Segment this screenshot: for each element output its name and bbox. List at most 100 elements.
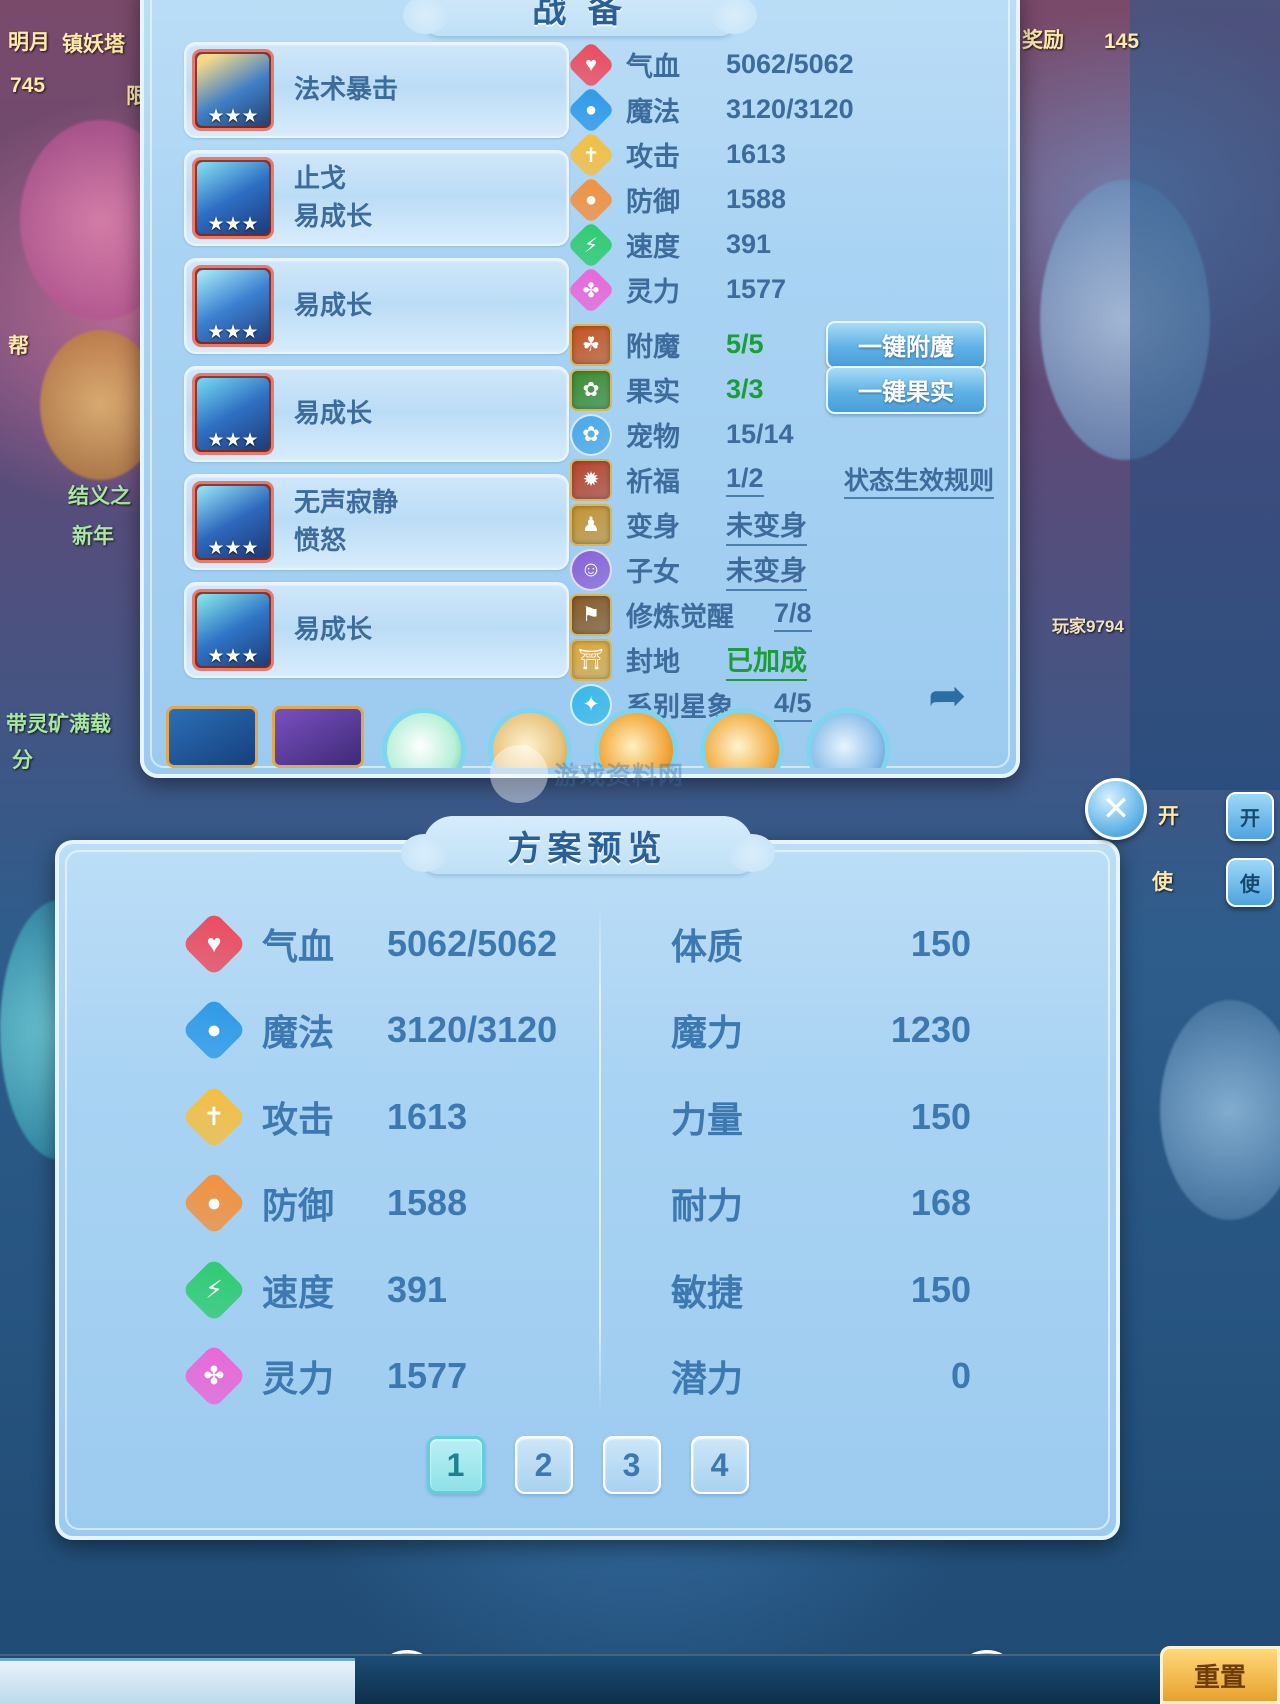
pet-portrait[interactable] xyxy=(696,706,788,768)
skill-card[interactable]: ★★★ 易成长 xyxy=(184,366,569,462)
page-button[interactable]: 1 xyxy=(426,1436,485,1494)
plan-stat-row: ● 防御 1588 xyxy=(181,1170,599,1236)
pet-icon[interactable]: ✿ xyxy=(570,413,612,456)
star-rating: ★★★ xyxy=(207,538,259,559)
attribute-row: ✿ 果实 3/3 一键果实 xyxy=(570,365,1016,414)
attribute-value[interactable]: 未变身 xyxy=(726,549,807,591)
attribute-value[interactable]: 已加成 xyxy=(726,639,807,681)
plan-right-stats: 体质 150 魔力 1230 力量 150 耐力 168 敏捷 150 潜力 0 xyxy=(601,894,1082,1426)
war-dialog-title-banner: 战 备 xyxy=(403,0,757,36)
one-key-button[interactable]: 一键果实 xyxy=(826,365,986,414)
star-rating: ★★★ xyxy=(207,106,259,127)
plan-stat-name: 敏捷 xyxy=(671,1271,744,1313)
plan-stat-row: 魔力 1230 xyxy=(671,1002,1082,1058)
plan-dialog-title: 方案预览 xyxy=(507,829,668,868)
skill-icon: ★★★ xyxy=(192,49,274,131)
attribute-name: 气血 xyxy=(626,52,680,82)
page-button[interactable]: 4 xyxy=(690,1436,749,1494)
plan-stat-row: 耐力 168 xyxy=(671,1175,1082,1231)
pet-portrait[interactable] xyxy=(590,706,682,768)
plan-stat-row: 潜力 0 xyxy=(671,1348,1082,1404)
skill-labels: 止戈 易成长 xyxy=(294,160,372,235)
skill-subtitle: 愤怒 xyxy=(294,525,347,555)
hud-label: 开 xyxy=(1158,805,1179,828)
attribute-value: 391 xyxy=(726,229,772,259)
skill-artwork xyxy=(197,486,269,558)
one-key-button[interactable]: 一键附魔 xyxy=(826,320,986,369)
skill-card[interactable]: ★★★ 法术暴击 xyxy=(184,42,569,138)
hud-label: 145 xyxy=(1104,30,1140,53)
fruit-icon[interactable]: ✿ xyxy=(570,368,612,411)
skill-labels: 易成长 xyxy=(294,611,372,649)
plan-preview-dialog: 方案预览 ♥ 气血 5062/5062 ● 魔法 3120/3120 ✝ 攻击 1613 ● 防御 1… xyxy=(55,816,1120,1540)
reset-button[interactable]: 重置 xyxy=(1160,1646,1280,1704)
attribute-value: 1613 xyxy=(726,139,787,169)
plan-dialog-body: ♥ 气血 5062/5062 ● 魔法 3120/3120 ✝ 攻击 1613 ● 防御 1588 ⚡ 速… xyxy=(93,894,1082,1426)
skill-card[interactable]: ★★★ 易成长 xyxy=(184,258,569,354)
hud-label: 奖励 xyxy=(1022,29,1064,52)
pet-portrait[interactable] xyxy=(802,706,894,768)
plan-stat-row: 敏捷 150 xyxy=(671,1262,1082,1318)
plan-stat-name: 魔法 xyxy=(262,1012,335,1054)
skill-name: 止戈 xyxy=(294,163,347,194)
attribute-value: 3120/3120 xyxy=(726,94,854,124)
cultivate-icon[interactable]: ⚑ xyxy=(570,593,612,636)
fief-icon[interactable]: ⛩ xyxy=(570,638,612,681)
pet-portrait[interactable] xyxy=(378,706,470,768)
attribute-value[interactable]: 未变身 xyxy=(726,504,807,546)
skill-labels: 无声寂静 愤怒 xyxy=(294,484,398,559)
attribute-name: 修炼觉醒 xyxy=(626,602,734,632)
astrology-icon[interactable]: ✦ xyxy=(570,683,612,726)
skill-card[interactable]: ★★★ 止戈 易成长 xyxy=(184,150,569,246)
close-button[interactable]: ✕ xyxy=(1085,778,1147,840)
share-icon[interactable]: ➦ xyxy=(928,669,967,721)
attribute-row: ✿ 宠物 15/14 xyxy=(570,412,1016,457)
skill-card[interactable]: ★★★ 无声寂静 愤怒 xyxy=(184,474,569,570)
equipment-slot[interactable] xyxy=(166,706,258,768)
star-rating: ★★★ xyxy=(207,322,259,343)
enchant-icon[interactable]: ☘ xyxy=(570,323,612,366)
speed-icon: ⚡ xyxy=(566,220,616,269)
skill-card[interactable]: ★★★ 易成长 xyxy=(184,582,569,678)
page-button[interactable]: 2 xyxy=(514,1436,573,1494)
plan-stat-name: 攻击 xyxy=(262,1098,335,1140)
skill-artwork xyxy=(197,594,269,666)
attribute-value[interactable]: 4/5 xyxy=(774,688,812,722)
skill-artwork xyxy=(197,162,269,234)
attribute-name: 防御 xyxy=(626,187,680,217)
spirit-icon: ✤ xyxy=(566,265,616,314)
attribute-value: 1588 xyxy=(726,184,787,214)
attribute-value[interactable]: 1/2 xyxy=(726,463,764,497)
hud-open-button[interactable]: 开 xyxy=(1226,792,1274,841)
attribute-name: 祈福 xyxy=(626,467,680,497)
equipment-slot[interactable] xyxy=(272,706,364,768)
attack-icon: ✝ xyxy=(566,130,616,179)
attribute-value[interactable]: 7/8 xyxy=(774,598,812,632)
attribute-name: 子女 xyxy=(626,557,680,587)
status-rules-link[interactable]: 状态生效规则 xyxy=(843,461,994,499)
attack-icon: ✝ xyxy=(181,1084,247,1150)
plan-stat-row: ♥ 气血 5062/5062 xyxy=(181,911,599,977)
hud-label: 明月 xyxy=(8,31,50,54)
blessing-icon[interactable]: ✹ xyxy=(570,458,612,501)
star-rating: ★★★ xyxy=(207,646,259,667)
skill-icon: ★★★ xyxy=(192,157,274,239)
skill-icon: ★★★ xyxy=(192,373,274,455)
page-button[interactable]: 3 xyxy=(602,1436,661,1494)
skill-artwork xyxy=(197,270,269,342)
hud-use-button[interactable]: 使 xyxy=(1226,858,1274,907)
attribute-value: 5062/5062 xyxy=(726,49,854,79)
plan-stat-name: 力量 xyxy=(671,1098,744,1140)
child-icon[interactable]: ☺ xyxy=(570,548,612,591)
plan-stat-value: 168 xyxy=(910,1182,971,1224)
shield-icon: ● xyxy=(181,1170,247,1236)
plan-stat-name: 魔力 xyxy=(671,1012,744,1054)
hud-label: 分 xyxy=(12,749,33,772)
attribute-row: ☘ 附魔 5/5 一键附魔 xyxy=(570,320,1016,369)
transform-icon[interactable]: ♟ xyxy=(570,503,612,546)
shield-icon: ● xyxy=(566,175,616,224)
attribute-row: ✝ 攻击 1613 xyxy=(566,130,1016,179)
hud-label: 玩家9794 xyxy=(1052,617,1124,636)
pet-portrait[interactable] xyxy=(484,706,576,768)
heart-icon: ♥ xyxy=(566,40,616,89)
